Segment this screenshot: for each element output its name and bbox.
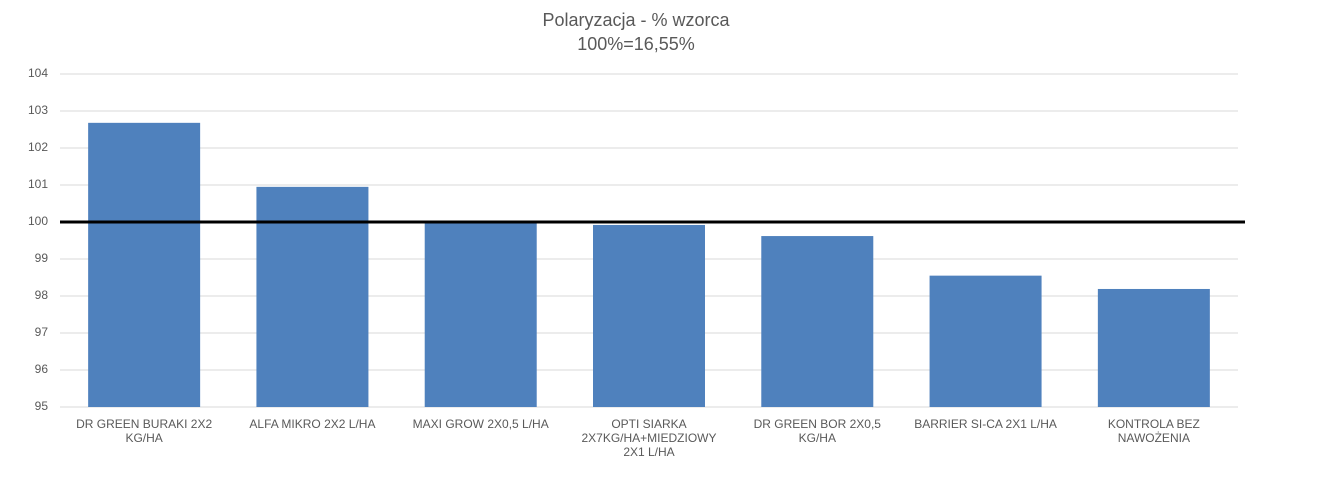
x-tick-label: BARRIER SI-CA 2X1 L/HA (914, 417, 1057, 431)
x-tick-label: DR GREEN BURAKI 2X2 KG/HA (76, 417, 213, 445)
x-tick-label: KONTROLA BEZ NAWOŻENIA (1107, 417, 1200, 445)
y-tick-label: 95 (35, 399, 49, 413)
x-tick-label: OPTI SIARKA 2X7KG/HA+MIEDZIOWY 2X1 L/HA (581, 417, 717, 459)
chart-title: Polaryzacja - % wzorca (542, 10, 730, 30)
bar (1097, 288, 1210, 407)
bar (424, 222, 537, 407)
bar (88, 122, 201, 407)
y-tick-label: 96 (35, 362, 49, 376)
bar (929, 275, 1042, 407)
bar (593, 224, 705, 407)
x-tick-label: MAXI GROW 2X0,5 L/HA (412, 417, 549, 431)
y-tick-label: 98 (35, 288, 49, 302)
y-tick-label: 99 (35, 251, 49, 265)
bar (256, 186, 369, 407)
x-tick-label: ALFA MIKRO 2X2 L/HA (249, 417, 376, 431)
x-tick-label: DR GREEN BOR 2X0,5 KG/HA (753, 417, 881, 445)
y-tick-label: 104 (28, 66, 48, 80)
bar (761, 236, 874, 407)
y-tick-label: 101 (28, 177, 48, 191)
y-tick-label: 100 (28, 214, 48, 228)
y-tick-label: 97 (35, 325, 49, 339)
chart-subtitle: 100%=16,55% (577, 34, 695, 54)
y-tick-label: 102 (28, 140, 48, 154)
y-tick-label: 103 (28, 103, 48, 117)
